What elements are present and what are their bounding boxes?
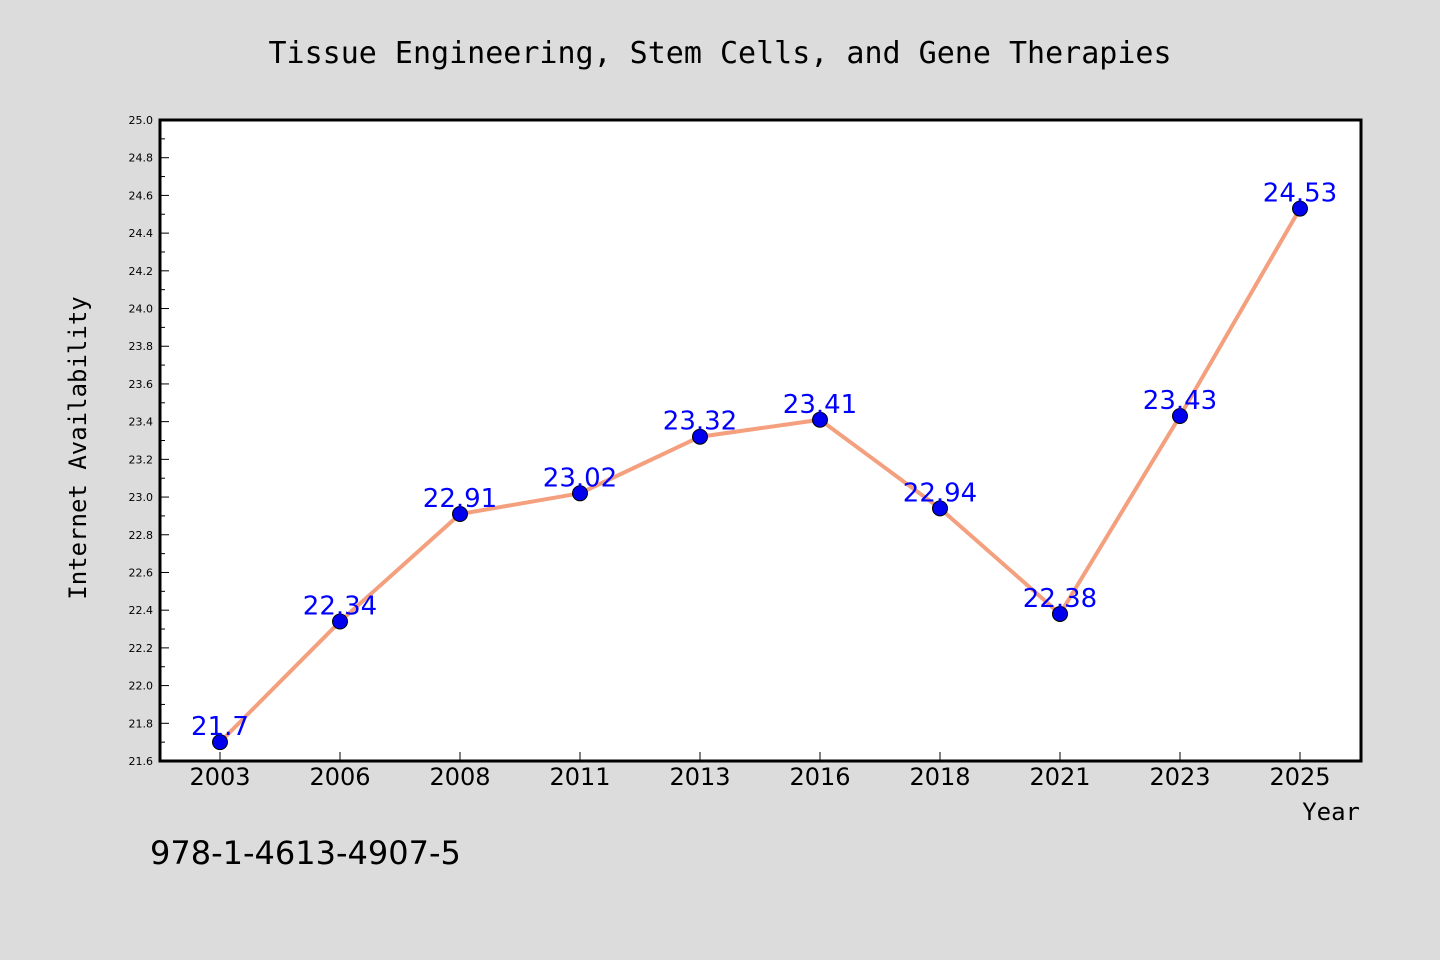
data-label: 21.7 [191, 712, 249, 742]
data-label: 23.32 [663, 407, 737, 437]
data-label: 24.53 [1263, 179, 1337, 209]
y-tick-label: 21.8 [129, 717, 154, 730]
y-tick-label: 24.2 [129, 265, 154, 278]
data-label: 22.38 [1023, 584, 1097, 614]
y-tick-label: 23.8 [129, 340, 154, 353]
data-point [452, 506, 468, 523]
y-axis: 21.6 21.8 22.0 22.2 22.4 22.6 22.8 23.0 23.2 23.4… [129, 114, 169, 768]
data-label: 22.91 [423, 484, 497, 514]
chart-title: Tissue Engineering, Stem Cells, and Gene… [268, 36, 1171, 71]
data-point [692, 428, 708, 445]
y-tick-label: 22.2 [129, 642, 154, 655]
x-tick-label: 2018 [909, 763, 970, 791]
data-point [212, 734, 228, 751]
y-axis-label: Internet Availability [64, 296, 92, 599]
y-tick-label: 22.8 [129, 529, 154, 542]
x-tick-label: 2006 [309, 763, 370, 791]
y-tick-label: 21.6 [129, 755, 154, 768]
x-tick-label: 2008 [429, 763, 490, 791]
data-point [572, 485, 588, 502]
data-label: 23.41 [783, 390, 857, 420]
y-tick-label: 22.4 [129, 604, 154, 617]
y-tick-label: 22.0 [129, 680, 154, 693]
x-tick-label: 2023 [1149, 763, 1210, 791]
y-tick-label: 25.0 [129, 114, 154, 127]
data-point [1172, 407, 1188, 424]
y-tick-label: 24.0 [129, 303, 154, 316]
data-label: 23.43 [1143, 386, 1217, 416]
y-tick-label: 24.8 [129, 152, 154, 165]
y-tick-label: 23.2 [129, 453, 154, 466]
y-tick-label: 24.6 [129, 189, 154, 202]
x-tick-label: 2013 [669, 763, 730, 791]
x-axis-label: Year [1302, 798, 1360, 826]
x-tick-label: 2011 [549, 763, 610, 791]
data-point [1052, 605, 1068, 622]
x-tick-label: 2016 [789, 763, 850, 791]
y-tick-label: 23.4 [129, 416, 154, 429]
data-label: 23.02 [543, 463, 617, 493]
data-label: 22.34 [303, 591, 377, 621]
y-tick-label: 24.4 [129, 227, 154, 240]
series-line [218, 206, 1302, 745]
data-point [332, 613, 348, 630]
data-point [1292, 200, 1308, 217]
data-point [812, 411, 828, 428]
series: 21.7 22.34 22.91 23.02 23.32 23.41 22.94 22.38 2… [191, 179, 1337, 751]
data-point [932, 500, 948, 517]
x-axis: 2003 2006 2008 2011 2013 2016 2018 2021 2023 2025 [189, 752, 1331, 791]
x-tick-label: 2025 [1269, 763, 1330, 791]
data-label: 22.94 [903, 478, 977, 508]
x-tick-label: 2021 [1029, 763, 1090, 791]
plot-area [158, 118, 1363, 763]
x-tick-label: 2003 [189, 763, 250, 791]
y-tick-label: 23.0 [129, 491, 154, 504]
isbn-footer: 978-1-4613-4907-5 [150, 834, 461, 872]
y-tick-label: 22.6 [129, 566, 154, 579]
y-tick-label: 23.6 [129, 378, 154, 391]
